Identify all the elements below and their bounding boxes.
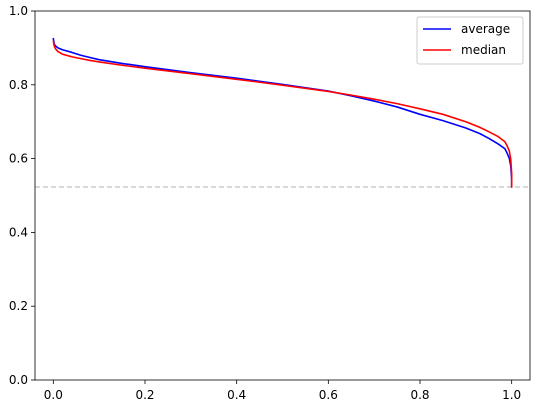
- plot-frame: [34, 10, 531, 381]
- legend-label-median: median: [461, 43, 506, 57]
- legend: average median: [416, 16, 524, 65]
- x-tick-label: 0.8: [410, 388, 429, 402]
- y-tick-label: 0.4: [9, 225, 28, 239]
- y-axis: 0.0 0.2 0.4 0.6 0.8 1.0: [9, 4, 35, 387]
- x-tick-label: 0.6: [319, 388, 338, 402]
- y-tick-label: 0.8: [9, 78, 28, 92]
- y-tick-label: 0.0: [9, 373, 28, 387]
- y-tick-label: 0.2: [9, 299, 28, 313]
- legend-label-average: average: [461, 22, 510, 36]
- x-tick-label: 0.2: [135, 388, 154, 402]
- x-axis: 0.0 0.2 0.4 0.6 0.8 1.0: [44, 380, 521, 402]
- series-layer: [52, 37, 513, 188]
- y-tick-label: 1.0: [9, 4, 28, 18]
- x-tick-label: 1.0: [502, 388, 521, 402]
- x-tick-label: 0.4: [227, 388, 246, 402]
- x-tick-label: 0.0: [44, 388, 63, 402]
- series-line-median: [52, 40, 513, 188]
- y-tick-label: 0.6: [9, 152, 28, 166]
